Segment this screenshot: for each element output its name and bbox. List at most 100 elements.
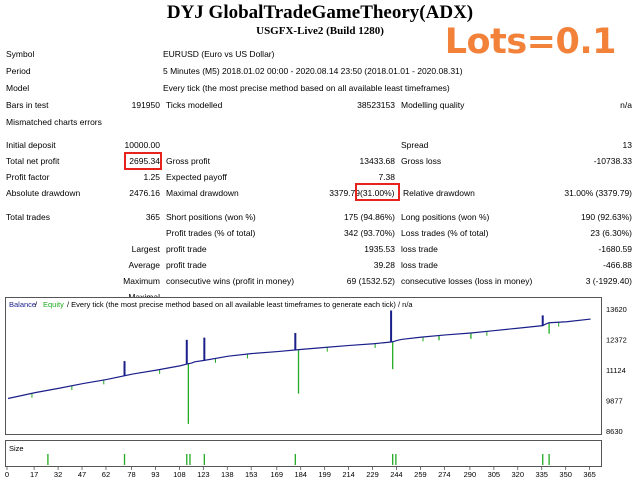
balance-line	[7, 318, 591, 400]
x-tick-label: 78	[127, 470, 135, 479]
average-loss-label: loss trade	[401, 260, 438, 270]
drawdown-highlight	[355, 183, 400, 201]
legend-equity: Equity	[43, 300, 64, 309]
report-subtitle: USGFX-Live2 (Build 1280)	[256, 25, 384, 37]
loss-trades-label: Loss trades (% of total)	[401, 228, 489, 238]
profit-trades-value: 342 (93.70%)	[343, 228, 395, 238]
x-tick-label: 335	[535, 470, 548, 479]
short-positions-label: Short positions (won %)	[166, 212, 256, 222]
max-drawdown-value: 3379.79	[329, 188, 360, 198]
x-tick-label: 153	[245, 470, 258, 479]
abs-drawdown-value: 2476.16	[129, 188, 160, 198]
largest-loss-value: -1680.59	[598, 244, 632, 254]
symbol-value: EURUSD (Euro vs US Dollar)	[163, 49, 275, 59]
x-tick-label: 169	[271, 470, 284, 479]
expected-payoff-value: 7.38	[378, 172, 395, 182]
net-profit-value: 2695.34	[129, 156, 160, 166]
x-tick-label: 93	[151, 470, 159, 479]
profit-trades-label: Profit trades (% of total)	[166, 228, 256, 238]
loss-trades-value: 23 (6.30%)	[590, 228, 632, 238]
largest-profit-label: profit trade	[166, 244, 207, 254]
gross-loss-label: Gross loss	[401, 156, 442, 166]
largest-label: Largest	[131, 244, 160, 254]
model-label: Model	[6, 83, 30, 93]
legend-sep: /	[35, 300, 38, 309]
x-tick-label: 17	[30, 470, 38, 479]
x-tick-label: 184	[294, 470, 307, 479]
gross-profit-label: Gross profit	[166, 156, 210, 166]
x-tick-label: 62	[102, 470, 110, 479]
size-chart: Size	[5, 440, 602, 467]
max-cons-losses-label: consecutive losses (loss in money)	[401, 276, 533, 286]
rel-drawdown-label: Relative drawdown	[403, 188, 475, 198]
x-tick-label: 290	[464, 470, 477, 479]
x-tick-label: 244	[390, 470, 403, 479]
total-trades-value: 365	[145, 212, 160, 222]
size-chart-svg: Size	[9, 444, 550, 465]
lots-overlay: Lots=0.1	[444, 22, 617, 62]
ticks-value: 38523153	[357, 100, 395, 110]
x-tick-label: 214	[342, 470, 355, 479]
quality-value: n/a	[620, 100, 632, 110]
y-tick-label: 13620	[606, 305, 627, 314]
profit-factor-label: Profit factor	[6, 172, 50, 182]
period-label: Period	[6, 66, 31, 76]
gross-loss-value: -10738.33	[593, 156, 632, 166]
profit-factor-value: 1.25	[143, 172, 160, 182]
y-tick-label: 11124	[606, 366, 626, 375]
average-profit-label: profit trade	[166, 260, 207, 270]
x-tick-label: 108	[173, 470, 186, 479]
x-tick-label: 350	[559, 470, 572, 479]
x-tick-label: 320	[512, 470, 525, 479]
period-value: 5 Minutes (M5) 2018.01.02 00:00 - 2020.0…	[163, 66, 463, 76]
average-label: Average	[128, 260, 160, 270]
legend-balance: Balance	[9, 300, 36, 309]
abs-drawdown-label: Absolute drawdown	[6, 188, 81, 198]
y-tick-label: 12372	[606, 336, 627, 345]
balance-chart: Balance / Equity / Every tick (the most …	[5, 297, 602, 435]
maximum-label: Maximum	[123, 276, 160, 286]
max-drawdown-pct: (31.00%)	[360, 188, 395, 198]
symbol-label: Symbol	[6, 49, 35, 59]
short-positions-value: 175 (94.86%)	[343, 212, 395, 222]
y-tick-label: 9877	[606, 397, 623, 406]
balance-chart-svg: Balance / Equity / Every tick (the most …	[7, 300, 591, 424]
legend-description: / Every tick (the most precise method ba…	[67, 300, 413, 309]
deposit-value: 10000.00	[124, 140, 160, 150]
report-title: DYJ GlobalTradeGameTheory(ADX)	[166, 2, 474, 23]
ticks-label: Ticks modelled	[166, 100, 223, 110]
y-tick-label: 8630	[606, 427, 623, 436]
size-label: Size	[9, 444, 24, 453]
max-cons-wins-value: 69 (1532.52)	[346, 276, 395, 286]
rel-drawdown-value: 31.00% (3379.79)	[564, 188, 632, 198]
net-profit-label: Total net profit	[6, 156, 60, 166]
largest-loss-label: loss trade	[401, 244, 438, 254]
average-loss-value: -466.88	[603, 260, 632, 270]
max-cons-losses-value: 3 (-1929.40)	[585, 276, 632, 286]
x-tick-label: 199	[318, 470, 331, 479]
total-trades-label: Total trades	[6, 212, 50, 222]
max-cons-wins-label: consecutive wins (profit in money)	[166, 276, 295, 286]
bars-value: 191950	[131, 100, 160, 110]
x-tick-label: 47	[78, 470, 86, 479]
x-tick-label: 138	[221, 470, 234, 479]
spread-value: 13	[622, 140, 632, 150]
expected-payoff-label: Expected payoff	[166, 172, 227, 182]
deposit-label: Initial deposit	[6, 140, 56, 150]
x-tick-label: 274	[438, 470, 451, 479]
model-value: Every tick (the most precise method base…	[163, 83, 450, 93]
long-positions-label: Long positions (won %)	[401, 212, 490, 222]
x-tick-label: 259	[414, 470, 427, 479]
mismatch-label: Mismatched charts errors	[6, 117, 102, 127]
net-profit-highlight	[124, 152, 162, 170]
x-tick-label: 305	[488, 470, 501, 479]
max-drawdown-label: Maximal drawdown	[166, 188, 239, 198]
average-profit-value: 39.28	[373, 260, 395, 270]
x-tick-label: 365	[583, 470, 596, 479]
spread-label: Spread	[401, 140, 429, 150]
quality-label: Modelling quality	[401, 100, 465, 110]
x-tick-label: 229	[366, 470, 379, 479]
bars-label: Bars in test	[6, 100, 49, 110]
x-tick-label: 123	[197, 470, 210, 479]
gross-profit-value: 13433.68	[359, 156, 395, 166]
